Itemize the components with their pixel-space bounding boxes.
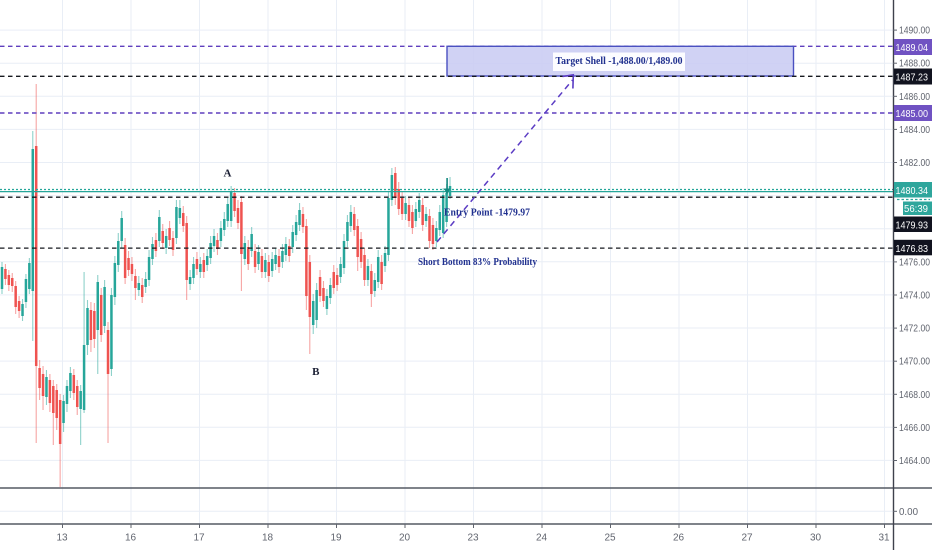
svg-text:1480.34: 1480.34 xyxy=(896,185,929,197)
svg-text:1489.04: 1489.04 xyxy=(896,42,929,54)
svg-text:17: 17 xyxy=(193,533,205,544)
svg-text:1470.00: 1470.00 xyxy=(899,357,930,368)
svg-text:13: 13 xyxy=(56,533,68,544)
svg-text:1466.00: 1466.00 xyxy=(899,423,930,434)
svg-text:1476.00: 1476.00 xyxy=(899,257,930,268)
svg-text:31: 31 xyxy=(878,533,890,544)
svg-text:16: 16 xyxy=(125,533,137,544)
svg-text:25: 25 xyxy=(604,533,616,544)
svg-text:0.00: 0.00 xyxy=(899,507,918,518)
svg-text:56:39: 56:39 xyxy=(904,203,928,215)
svg-text:23: 23 xyxy=(467,533,479,544)
svg-text:A: A xyxy=(224,168,232,180)
svg-text:1479.93: 1479.93 xyxy=(896,220,929,232)
svg-text:1485.00: 1485.00 xyxy=(896,108,929,120)
svg-text:26: 26 xyxy=(673,533,685,544)
svg-text:1488.00: 1488.00 xyxy=(899,59,930,70)
svg-text:1490.00: 1490.00 xyxy=(899,26,930,37)
svg-text:1472.00: 1472.00 xyxy=(899,324,930,335)
svg-text:Target Shell -1,488.00/1,489.0: Target Shell -1,488.00/1,489.00 xyxy=(556,56,683,67)
svg-text:B: B xyxy=(312,366,320,378)
svg-text:20: 20 xyxy=(399,533,411,544)
svg-text:30: 30 xyxy=(810,533,822,544)
svg-text:1487.23: 1487.23 xyxy=(896,72,929,84)
svg-text:Entry Point -1479.97: Entry Point -1479.97 xyxy=(444,208,530,219)
svg-text:Short Bottom 83% Probability: Short Bottom 83% Probability xyxy=(418,257,538,268)
svg-text:1474.00: 1474.00 xyxy=(899,291,930,302)
svg-text:1476.83: 1476.83 xyxy=(896,243,929,255)
svg-text:18: 18 xyxy=(262,533,274,544)
svg-text:1482.00: 1482.00 xyxy=(899,158,930,169)
svg-text:24: 24 xyxy=(536,533,548,544)
svg-text:27: 27 xyxy=(741,533,753,544)
svg-text:1468.00: 1468.00 xyxy=(899,390,930,401)
svg-text:1486.00: 1486.00 xyxy=(899,92,930,103)
svg-text:1484.00: 1484.00 xyxy=(899,125,930,136)
svg-text:1464.00: 1464.00 xyxy=(899,456,930,467)
svg-text:19: 19 xyxy=(330,533,342,544)
